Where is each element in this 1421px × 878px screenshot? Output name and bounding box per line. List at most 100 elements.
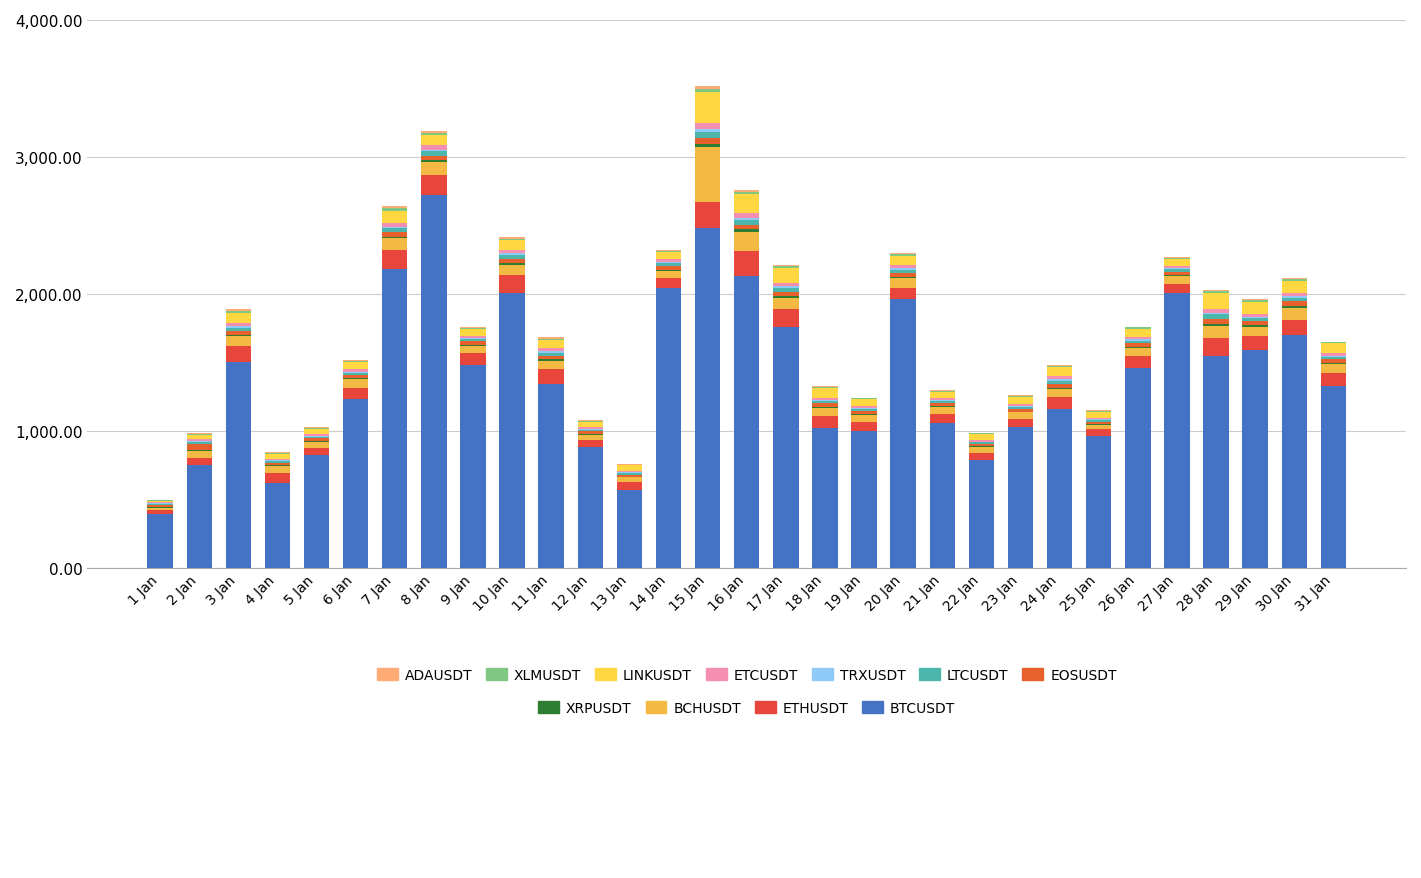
Bar xyxy=(539,338,564,339)
Bar xyxy=(460,336,486,339)
Bar xyxy=(1320,374,1346,386)
Bar xyxy=(226,363,252,568)
Bar xyxy=(1282,307,1307,308)
Bar xyxy=(499,240,524,241)
Bar xyxy=(773,310,799,327)
Bar xyxy=(695,139,720,145)
Bar xyxy=(1125,338,1151,340)
Bar xyxy=(1320,386,1346,568)
Bar xyxy=(148,504,173,505)
Bar xyxy=(1242,314,1268,318)
Bar xyxy=(735,277,759,568)
Bar xyxy=(342,389,368,399)
Bar xyxy=(773,269,799,284)
Bar xyxy=(969,448,995,453)
Bar xyxy=(1047,368,1073,377)
Bar xyxy=(499,255,524,259)
Bar xyxy=(813,428,837,568)
Bar xyxy=(969,441,995,443)
Bar xyxy=(1047,380,1073,381)
Bar xyxy=(735,193,759,195)
Bar xyxy=(1320,364,1346,374)
Bar xyxy=(735,220,759,226)
Bar xyxy=(657,252,681,253)
Bar xyxy=(226,332,252,335)
Bar xyxy=(1047,398,1073,409)
Bar xyxy=(891,288,917,300)
Bar xyxy=(186,436,212,439)
Bar xyxy=(1320,356,1346,357)
Bar xyxy=(1164,269,1189,270)
Bar xyxy=(342,363,368,370)
Bar xyxy=(382,223,408,227)
Bar xyxy=(226,313,252,323)
Bar xyxy=(1282,297,1307,299)
Bar xyxy=(186,439,212,442)
Bar xyxy=(342,362,368,363)
Bar xyxy=(891,269,917,270)
Bar xyxy=(773,284,799,287)
Bar xyxy=(851,431,877,568)
Bar xyxy=(264,474,290,483)
Bar xyxy=(499,293,524,568)
Bar xyxy=(891,266,917,269)
Bar xyxy=(226,347,252,363)
Bar xyxy=(1047,385,1073,389)
Bar xyxy=(264,462,290,464)
Bar xyxy=(499,276,524,293)
Bar xyxy=(1125,340,1151,342)
Bar xyxy=(969,460,995,568)
Bar xyxy=(382,209,408,212)
Bar xyxy=(1125,356,1151,369)
Bar xyxy=(1164,270,1189,272)
Bar xyxy=(969,435,995,441)
Bar xyxy=(539,353,564,356)
Bar xyxy=(773,297,799,299)
Bar xyxy=(773,267,799,269)
Bar xyxy=(577,435,603,441)
Bar xyxy=(460,345,486,347)
Bar xyxy=(891,256,917,266)
Bar xyxy=(735,230,759,233)
Bar xyxy=(342,361,368,362)
Bar xyxy=(617,475,642,478)
Bar xyxy=(421,163,446,176)
Bar xyxy=(264,466,290,467)
Bar xyxy=(617,478,642,483)
Bar xyxy=(1125,369,1151,568)
Bar xyxy=(1204,325,1229,327)
Bar xyxy=(382,270,408,568)
Legend: XRPUSDT, BCHUSDT, ETHUSDT, BTCUSDT: XRPUSDT, BCHUSDT, ETHUSDT, BTCUSDT xyxy=(533,695,961,721)
Bar xyxy=(186,465,212,568)
Bar xyxy=(460,342,486,345)
Bar xyxy=(186,435,212,436)
Bar xyxy=(1007,407,1033,409)
Bar xyxy=(304,456,330,568)
Bar xyxy=(929,392,955,399)
Bar xyxy=(657,271,681,279)
Bar xyxy=(1047,365,1073,366)
Bar xyxy=(342,376,368,379)
Bar xyxy=(1320,344,1346,354)
Bar xyxy=(1164,293,1189,568)
Bar xyxy=(148,515,173,568)
Bar xyxy=(695,203,720,229)
Bar xyxy=(695,148,720,203)
Bar xyxy=(617,483,642,490)
Bar xyxy=(851,412,877,414)
Bar xyxy=(539,370,564,385)
Bar xyxy=(421,150,446,152)
Bar xyxy=(813,417,837,428)
Bar xyxy=(1282,308,1307,320)
Bar xyxy=(617,471,642,473)
Bar xyxy=(1086,418,1111,420)
Bar xyxy=(460,328,486,329)
Bar xyxy=(226,309,252,312)
Bar xyxy=(657,264,681,267)
Bar xyxy=(1125,343,1151,347)
Bar xyxy=(617,490,642,568)
Bar xyxy=(1047,381,1073,385)
Bar xyxy=(813,400,837,401)
Bar xyxy=(1242,350,1268,568)
Bar xyxy=(539,349,564,352)
